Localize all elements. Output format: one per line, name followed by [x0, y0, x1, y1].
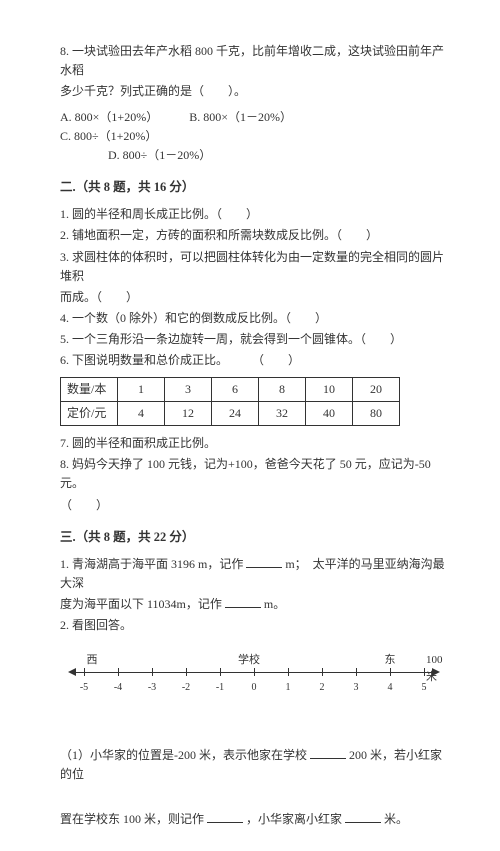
tick-label: 0	[252, 680, 257, 696]
table-cell: 8	[259, 377, 306, 401]
table-cell: 1	[118, 377, 165, 401]
s3-q1-c: 度为海平面以下 11034m，记作	[60, 597, 222, 611]
tick-label: 5	[422, 680, 427, 696]
s2-item-5: 5. 一个三角形沿一条边旋转一周，就会得到一个圆锥体。（ ）	[60, 330, 445, 349]
tick	[356, 668, 357, 676]
tick-label: 3	[354, 680, 359, 696]
price-table: 数量/本 1 3 6 8 10 20 定价/元 4 12 24 32 40 80	[60, 377, 400, 426]
table-cell: 20	[353, 377, 400, 401]
arrow-left-icon	[68, 668, 76, 676]
axis-label-west: 西	[87, 652, 98, 670]
tick	[254, 668, 255, 676]
blank-input[interactable]	[225, 595, 261, 608]
row-header-2: 定价/元	[61, 401, 118, 425]
s3-sub2-b: ，小华家离小红家	[246, 812, 342, 826]
tick-label: 2	[320, 680, 325, 696]
s2-item-6: 6. 下图说明数量和总价成正比。 （ ）	[60, 351, 445, 370]
tick	[84, 668, 85, 676]
s2-item-8b: （ ）	[60, 496, 445, 515]
table-row-data: 定价/元 4 12 24 32 40 80	[61, 401, 400, 425]
s3-q1-d: m。	[264, 597, 285, 611]
s2-item-4: 4. 一个数（0 除外）和它的倒数成反比例。（ ）	[60, 309, 445, 328]
q8-line2: 多少千克？列式正确的是（ ）。	[60, 82, 445, 101]
blank-input[interactable]	[207, 810, 243, 823]
tick-label: -3	[148, 680, 156, 696]
s3-q1-line2: 度为海平面以下 11034m，记作 m。	[60, 595, 445, 614]
arrow-right-icon	[432, 668, 440, 676]
tick	[322, 668, 323, 676]
table-cell: 32	[259, 401, 306, 425]
axis-label-east: 东	[385, 652, 396, 670]
s2-item-3a: 3. 求圆柱体的体积时，可以把圆柱体转化为由一定数量的完全相同的圆片堆积	[60, 248, 445, 286]
tick-label: -2	[182, 680, 190, 696]
s2-item-3b: 而成。（ ）	[60, 288, 445, 307]
s3-sub2-a: 置在学校东 100 米，则记作	[60, 812, 204, 826]
q8-opt-b: B. 800×（1－20%）	[189, 108, 292, 127]
number-line-diagram: 西 学校 东 100米 -5-4-3-2-1012345	[74, 652, 434, 712]
table-cell: 80	[353, 401, 400, 425]
axis-label-school: 学校	[238, 652, 260, 670]
s2-item-1: 1. 圆的半径和周长成正比例。（ ）	[60, 205, 445, 224]
q8-opt-a: A. 800×（1+20%）	[60, 108, 158, 127]
s3-sub2-c: 米。	[384, 812, 408, 826]
tick	[424, 668, 425, 676]
blank-input[interactable]	[310, 746, 346, 759]
table-cell: 12	[165, 401, 212, 425]
tick	[186, 668, 187, 676]
section-2-heading: 二.（共 8 题，共 16 分）	[60, 177, 445, 197]
tick-label: 4	[388, 680, 393, 696]
tick-label: -4	[114, 680, 122, 696]
table-cell: 24	[212, 401, 259, 425]
s3-q1-a: 1. 青海湖高于海平面 3196 m，记作	[60, 557, 243, 571]
s3-sub1-a: （1）小华家的位置是-200 米，表示他家在学校	[60, 748, 307, 762]
table-cell: 4	[118, 401, 165, 425]
tick	[118, 668, 119, 676]
q8-opt-d: D. 800÷（1－20%）	[108, 146, 445, 165]
s2-item-8a: 8. 妈妈今天挣了 100 元钱，记为+100，爸爸今天花了 50 元，应记为-…	[60, 455, 445, 493]
tick-label: -1	[216, 680, 224, 696]
blank-input[interactable]	[246, 555, 282, 568]
tick-label: -5	[80, 680, 88, 696]
q8-opt-c: C. 800÷（1+20%）	[60, 127, 157, 146]
s3-q1-line1: 1. 青海湖高于海平面 3196 m，记作 m； 太平洋的马里亚纳海沟最大深	[60, 555, 445, 593]
s3-sub1: （1）小华家的位置是-200 米，表示他家在学校 200 米，若小红家的位	[60, 746, 445, 784]
tick-label: 1	[286, 680, 291, 696]
table-cell: 40	[306, 401, 353, 425]
s3-sub2: 置在学校东 100 米，则记作 ，小华家离小红家 米。	[60, 810, 445, 829]
blank-input[interactable]	[345, 810, 381, 823]
table-cell: 10	[306, 377, 353, 401]
tick	[220, 668, 221, 676]
table-cell: 6	[212, 377, 259, 401]
s2-item-2: 2. 铺地面积一定，方砖的面积和所需块数成反比例。（ ）	[60, 226, 445, 245]
table-cell: 3	[165, 377, 212, 401]
q8-options: A. 800×（1+20%） B. 800×（1－20%） C. 800÷（1+…	[60, 108, 445, 166]
tick	[390, 668, 391, 676]
tick	[288, 668, 289, 676]
s2-item-7: 7. 圆的半径和面积成正比例。	[60, 434, 445, 453]
tick	[152, 668, 153, 676]
section-3-heading: 三.（共 8 题，共 22 分）	[60, 527, 445, 547]
table-row-header: 数量/本 1 3 6 8 10 20	[61, 377, 400, 401]
q8-line1: 8. 一块试验田去年产水稻 800 千克，比前年增收二成，这块试验田前年产水稻	[60, 42, 445, 80]
row-header-1: 数量/本	[61, 377, 118, 401]
s3-q2: 2. 看图回答。	[60, 616, 445, 635]
